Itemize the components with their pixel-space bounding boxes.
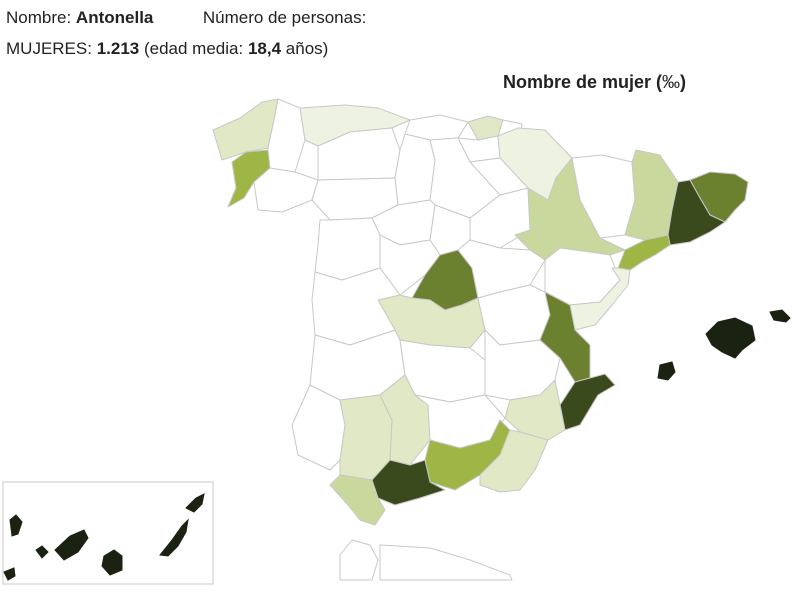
region-ceuta[interactable] bbox=[339, 539, 379, 581]
island-lanzarote[interactable] bbox=[185, 493, 205, 513]
province-palencia[interactable] bbox=[394, 133, 436, 206]
name-label: Nombre: bbox=[6, 8, 72, 27]
province-ourense[interactable] bbox=[253, 167, 319, 213]
island-menorca[interactable] bbox=[769, 309, 791, 323]
canary-islands-frame bbox=[2, 481, 214, 585]
island-fuerteventura[interactable] bbox=[159, 518, 189, 557]
island-la-gomera[interactable] bbox=[35, 545, 49, 559]
women-label: MUJERES: bbox=[6, 39, 92, 58]
women-count: 1.213 bbox=[96, 39, 140, 58]
province-cadiz[interactable] bbox=[329, 474, 386, 526]
island-gran-canaria[interactable] bbox=[101, 549, 123, 576]
province-almeria[interactable] bbox=[479, 429, 549, 493]
island-ibiza[interactable] bbox=[657, 361, 676, 381]
legend-close: ) bbox=[680, 72, 687, 92]
province-murcia[interactable] bbox=[504, 379, 566, 441]
province-alicante[interactable] bbox=[559, 373, 616, 431]
count-label: Número de personas: bbox=[202, 8, 367, 27]
legend-title-bold: Nombre de mujer ( bbox=[503, 72, 663, 92]
province-barcelona[interactable] bbox=[667, 179, 726, 246]
age-open: (edad media: bbox=[143, 39, 244, 58]
province-guadalajara[interactable] bbox=[457, 239, 546, 299]
region-melilla[interactable] bbox=[379, 544, 513, 581]
name-value: Antonella bbox=[75, 8, 154, 27]
island-el-hierro[interactable] bbox=[3, 567, 16, 581]
legend-unit: ‰ bbox=[662, 72, 681, 92]
women-line: MUJERES: 1.213 (edad media: 18,4 años) bbox=[6, 39, 328, 59]
island-tenerife[interactable] bbox=[54, 529, 89, 561]
name-line: Nombre: Antonella Número de personas: bbox=[6, 8, 366, 28]
legend-title: Nombre de mujer (‰) bbox=[503, 72, 686, 93]
island-mallorca[interactable] bbox=[705, 317, 756, 359]
province-tarragona[interactable] bbox=[617, 234, 671, 271]
province-malaga[interactable] bbox=[371, 459, 446, 506]
age-value: 18,4 bbox=[247, 39, 282, 58]
age-close: años) bbox=[285, 39, 329, 58]
island-la-palma[interactable] bbox=[9, 514, 23, 537]
